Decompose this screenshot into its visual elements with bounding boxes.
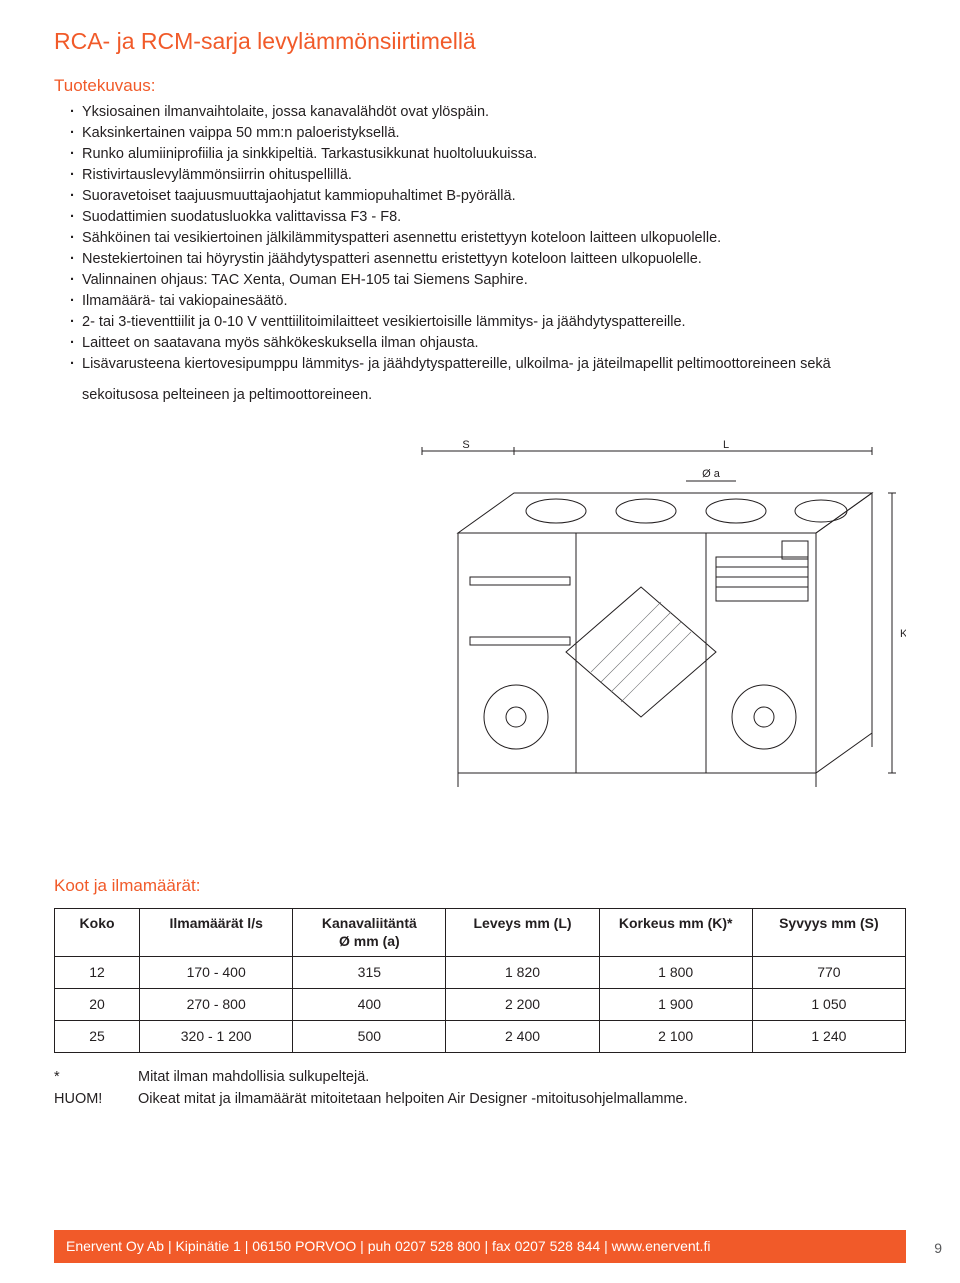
cell: 2 400 bbox=[446, 1021, 599, 1053]
cell: 25 bbox=[55, 1021, 140, 1053]
page-number: 9 bbox=[934, 1238, 942, 1259]
cell: 1 050 bbox=[752, 989, 905, 1021]
col-header: Leveys mm (L) bbox=[446, 909, 599, 957]
bullet-item: Ilmamäärä- tai vakiopainesäätö. bbox=[70, 291, 906, 312]
cell: 20 bbox=[55, 989, 140, 1021]
dim-label-l: L bbox=[723, 439, 729, 451]
bullet-item: 2- tai 3-tieventtiilit ja 0-10 V venttii… bbox=[70, 312, 906, 333]
cell: 500 bbox=[293, 1021, 446, 1053]
cell: 170 - 400 bbox=[140, 957, 293, 989]
table-notes: * Mitat ilman mahdollisia sulkupeltejä. … bbox=[54, 1067, 906, 1111]
col-header: Korkeus mm (K)* bbox=[599, 909, 752, 957]
bullet-item: Runko alumiiniprofiilia ja sinkkipeltiä.… bbox=[70, 144, 906, 165]
bullet-item: Valinnainen ohjaus: TAC Xenta, Ouman EH-… bbox=[70, 270, 906, 291]
page-footer: Enervent Oy Ab | Kipinätie 1 | 06150 POR… bbox=[54, 1230, 906, 1263]
cell: 2 100 bbox=[599, 1021, 752, 1053]
table-row: 12 170 - 400 315 1 820 1 800 770 bbox=[55, 957, 906, 989]
cell: 270 - 800 bbox=[140, 989, 293, 1021]
cell: 2 200 bbox=[446, 989, 599, 1021]
cell: 400 bbox=[293, 989, 446, 1021]
bullet-item: Ristivirtauslevylämmönsiirrin ohituspell… bbox=[70, 165, 906, 186]
bullet-item: Nestekiertoinen tai höyrystin jäähdytysp… bbox=[70, 249, 906, 270]
bullet-item: Lisävarusteena kiertovesipumppu lämmitys… bbox=[70, 354, 906, 375]
page: RCA- ja RCM-sarja levylämmönsiirtimellä … bbox=[0, 0, 960, 1283]
cell: 1 900 bbox=[599, 989, 752, 1021]
col-header: Ilmamäärät l/s bbox=[140, 909, 293, 957]
footer-bar: Enervent Oy Ab | Kipinätie 1 | 06150 POR… bbox=[54, 1230, 906, 1263]
table-header-row: Koko Ilmamäärät l/s Kanavaliitäntä Ø mm … bbox=[55, 909, 906, 957]
sizes-table: Koko Ilmamäärät l/s Kanavaliitäntä Ø mm … bbox=[54, 908, 906, 1053]
table-row: 20 270 - 800 400 2 200 1 900 1 050 bbox=[55, 989, 906, 1021]
bullet-item: Suodattimien suodatusluokka valittavissa… bbox=[70, 207, 906, 228]
bullet-item: Sähköinen tai vesikiertoinen jälkilämmit… bbox=[70, 228, 906, 249]
cell: 320 - 1 200 bbox=[140, 1021, 293, 1053]
section-heading-koot: Koot ja ilmamäärät: bbox=[54, 873, 906, 899]
technical-diagram: S L Ø a K bbox=[54, 437, 906, 823]
note-huom-text: Oikeat mitat ja ilmamäärät mitoitetaan h… bbox=[138, 1089, 688, 1111]
note-star-label: * bbox=[54, 1067, 108, 1089]
dim-label-k: K bbox=[900, 628, 906, 640]
cell: 315 bbox=[293, 957, 446, 989]
bullet-item: Kaksinkertainen vaippa 50 mm:n paloerist… bbox=[70, 123, 906, 144]
section-heading-tuotekuvaus: Tuotekuvaus: bbox=[54, 73, 906, 99]
footer-text: Enervent Oy Ab | Kipinätie 1 | 06150 POR… bbox=[66, 1236, 710, 1257]
dim-label-diameter: Ø a bbox=[702, 468, 721, 480]
bullet-item: Suoravetoiset taajuusmuuttajaohjatut kam… bbox=[70, 186, 906, 207]
cell: 12 bbox=[55, 957, 140, 989]
table-row: 25 320 - 1 200 500 2 400 2 100 1 240 bbox=[55, 1021, 906, 1053]
page-title: RCA- ja RCM-sarja levylämmönsiirtimellä bbox=[54, 24, 906, 59]
bullet-item: Yksiosainen ilmanvaihtolaite, jossa kana… bbox=[70, 102, 906, 123]
cell: 1 820 bbox=[446, 957, 599, 989]
bullet-continuation: sekoitusosa pelteineen ja peltimoottorei… bbox=[54, 385, 906, 407]
cell: 1 800 bbox=[599, 957, 752, 989]
col-header: Syvyys mm (S) bbox=[752, 909, 905, 957]
bullet-list: Yksiosainen ilmanvaihtolaite, jossa kana… bbox=[54, 102, 906, 375]
col-header: Kanavaliitäntä Ø mm (a) bbox=[293, 909, 446, 957]
dim-label-s: S bbox=[462, 439, 469, 451]
bullet-item: Laitteet on saatavana myös sähkökeskukse… bbox=[70, 333, 906, 354]
note-star-text: Mitat ilman mahdollisia sulkupeltejä. bbox=[138, 1067, 369, 1089]
cell: 1 240 bbox=[752, 1021, 905, 1053]
cell: 770 bbox=[752, 957, 905, 989]
note-huom-label: HUOM! bbox=[54, 1089, 108, 1111]
col-header: Koko bbox=[55, 909, 140, 957]
unit-diagram-svg: S L Ø a K bbox=[386, 437, 906, 817]
